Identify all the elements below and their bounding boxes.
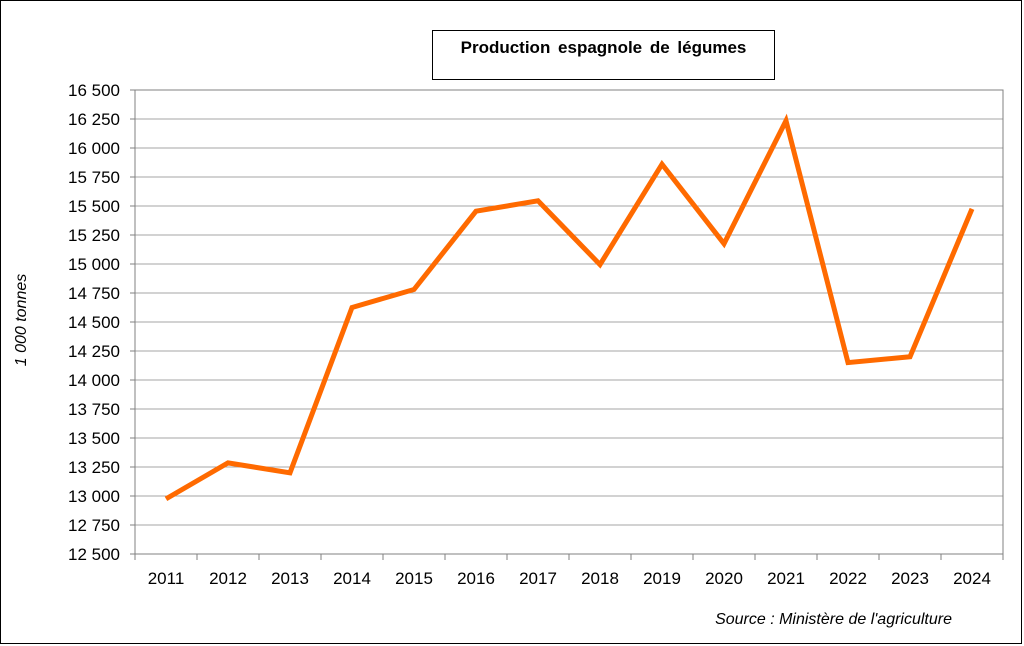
y-tick-label: 13 000	[68, 487, 120, 506]
y-tick-label: 13 750	[68, 400, 120, 419]
x-tick-label: 2019	[643, 569, 681, 588]
y-tick-label: 16 000	[68, 139, 120, 158]
x-tick-label: 2017	[519, 569, 557, 588]
x-tick-label: 2024	[953, 569, 991, 588]
grid-lines	[135, 89, 1003, 555]
y-tick-label: 14 500	[68, 313, 120, 332]
plot-area	[134, 89, 1004, 555]
x-tick-label: 2016	[457, 569, 495, 588]
x-tick-label: 2013	[271, 569, 309, 588]
y-tick-label: 14 000	[68, 371, 120, 390]
y-tick-label: 15 500	[68, 197, 120, 216]
y-tick-label: 14 250	[68, 342, 120, 361]
x-tick-label: 2011	[148, 569, 185, 588]
y-tick-label: 16 250	[68, 110, 120, 129]
y-axis-label: 1 000 tonnes	[13, 273, 30, 367]
y-tick-label: 14 750	[68, 284, 120, 303]
series-line	[164, 113, 975, 502]
x-tick-label: 2022	[829, 569, 867, 588]
x-tick-label: 2015	[395, 569, 433, 588]
y-tick-label: 15 250	[68, 226, 120, 245]
y-tick-label: 13 250	[68, 458, 120, 477]
y-tick-label: 13 500	[68, 429, 120, 448]
x-tick-label: 2023	[891, 569, 929, 588]
source-note: Source : Ministère de l'agriculture	[715, 611, 952, 628]
x-tick-label: 2012	[209, 569, 247, 588]
x-axis-ticks: 2011 2012 2013 2014 2015 2016 2017 2018 2019 2020…	[134, 554, 1004, 588]
y-tick-label: 12 500	[68, 545, 120, 564]
y-axis-ticks: 12 500 12 750 13 000 13 250 13 500 13 750 14 0…	[68, 81, 135, 564]
x-tick-label: 2014	[333, 569, 371, 588]
y-tick-label: 15 750	[68, 168, 120, 187]
y-tick-label: 12 750	[68, 516, 120, 535]
x-tick-label: 2021	[767, 569, 805, 588]
chart-title: Production espagnole de légumes	[460, 38, 747, 57]
x-tick-label: 2020	[705, 569, 743, 588]
y-tick-label: 16 500	[68, 81, 120, 100]
x-tick-label: 2018	[581, 569, 619, 588]
y-tick-label: 15 000	[68, 255, 120, 274]
series-group	[164, 113, 975, 502]
chart-title-box: Production espagnole de légumes	[432, 30, 775, 80]
